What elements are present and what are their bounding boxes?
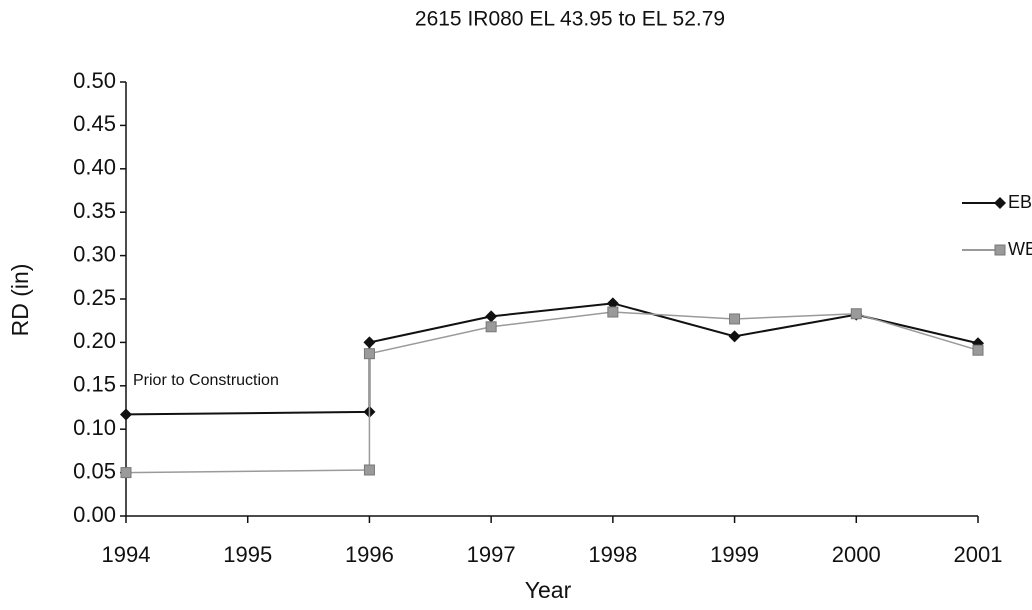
x-tick-label: 1999 bbox=[710, 542, 759, 567]
data-point bbox=[607, 306, 619, 318]
data-point bbox=[363, 464, 375, 476]
y-tick-label: 0.30 bbox=[73, 241, 116, 266]
data-point bbox=[485, 310, 498, 323]
y-tick-label: 0.20 bbox=[73, 328, 116, 353]
y-tick-label: 0.00 bbox=[73, 502, 116, 527]
legend-label: EB bbox=[1008, 192, 1032, 212]
x-tick-label: 1996 bbox=[345, 542, 394, 567]
chart-title: 2615 IR080 EL 43.95 to EL 52.79 bbox=[415, 8, 725, 31]
data-point bbox=[972, 344, 984, 356]
y-tick-label: 0.05 bbox=[73, 458, 116, 483]
x-axis-label: Year bbox=[525, 577, 572, 603]
data-point bbox=[850, 308, 862, 320]
data-point bbox=[729, 313, 741, 325]
y-tick-label: 0.50 bbox=[73, 68, 116, 93]
y-axis-label: RD (in) bbox=[7, 264, 33, 337]
data-point bbox=[120, 467, 132, 479]
data-point bbox=[485, 321, 497, 333]
annotation: Prior to Construction bbox=[133, 372, 279, 389]
x-tick-label: 2001 bbox=[954, 542, 1003, 567]
x-tick-label: 1994 bbox=[102, 542, 151, 567]
data-point bbox=[363, 348, 375, 360]
x-tick-label: 1998 bbox=[588, 542, 637, 567]
legend-label: WB bbox=[1008, 239, 1032, 259]
x-tick-label: 1997 bbox=[467, 542, 516, 567]
y-tick-label: 0.25 bbox=[73, 285, 116, 310]
x-tick-label: 2000 bbox=[832, 542, 881, 567]
y-tick-label: 0.10 bbox=[73, 415, 116, 440]
legend-marker bbox=[994, 244, 1006, 256]
data-point bbox=[728, 330, 741, 343]
x-tick-label: 1995 bbox=[223, 542, 272, 567]
y-tick-label: 0.40 bbox=[73, 155, 116, 180]
legend-marker bbox=[994, 197, 1006, 209]
y-tick-label: 0.45 bbox=[73, 111, 116, 136]
data-point bbox=[363, 336, 376, 349]
series-line bbox=[125, 311, 979, 474]
data-point bbox=[606, 297, 619, 310]
y-tick-label: 0.15 bbox=[73, 372, 116, 397]
data-point bbox=[120, 408, 132, 421]
y-tick-label: 0.35 bbox=[73, 198, 116, 223]
